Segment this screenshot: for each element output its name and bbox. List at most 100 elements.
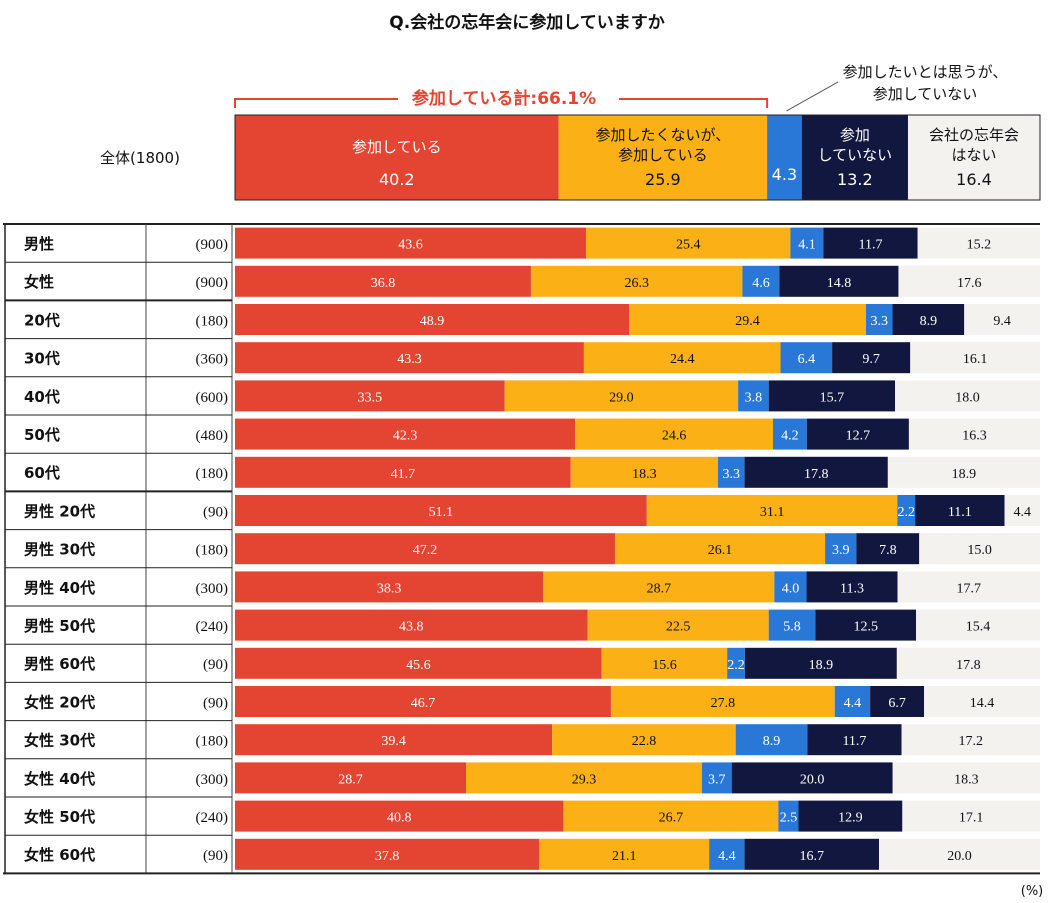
overall-segment-label-reluctant: 参加したくないが、: [596, 126, 731, 144]
bar-segment-not_participate: [731, 762, 893, 794]
table-row: 男性 60代 (90) 45.6 15.6 2.2 18.9 17.8: [5, 643, 1040, 679]
overall-bar: 参加している 40.2 参加したくないが、参加している 25.9 4.3 参加していない 1…: [234, 114, 1041, 201]
row-sample-size: (900): [196, 275, 229, 291]
bar-value-reluctant: 29.3: [572, 772, 597, 787]
bar-segment-want_but_not: [701, 762, 732, 794]
bar-segment-reluctant: [466, 762, 702, 794]
chart-title: Q.会社の忘年会に参加していますか: [389, 12, 664, 33]
overall-segment-reluctant: [558, 115, 768, 200]
overall-value-want_but_not: 4.3: [772, 165, 797, 184]
bar-segment-participate: [235, 304, 630, 335]
row-label: 女性 50代: [24, 808, 95, 826]
bar-segment-participate: [235, 571, 544, 603]
bar-segment-not_participate: [892, 304, 965, 335]
row-label: 男性 30代: [24, 541, 95, 559]
bar-value-want_but_not: 5.8: [783, 620, 801, 635]
bar-value-want_but_not: 4.6: [752, 276, 770, 291]
table-row: 女性 50代 (240) 40.8 26.7 2.5 12.9 17.1: [5, 796, 1040, 832]
overall-value-reluctant: 25.9: [645, 170, 681, 189]
bar-value-not_participate: 8.9: [920, 314, 938, 329]
bar-segment-want_but_not: [773, 418, 807, 450]
breakdown-table: 男性 (900) 43.6 25.4 4.1 11.7 15.2 女性 (900) 36.8 26.…: [3, 223, 1040, 875]
bar-value-participate: 43.8: [399, 620, 424, 635]
bar-value-participate: 41.7: [391, 467, 416, 482]
bar-value-participate: 36.8: [371, 276, 396, 291]
row-sample-size: (180): [196, 313, 229, 329]
bar-value-no_party: 17.2: [959, 734, 984, 749]
bar-value-no_party: 17.7: [957, 581, 982, 596]
bar-value-no_party: 17.1: [959, 811, 984, 826]
callout-line: [786, 81, 839, 112]
bar-value-want_but_not: 4.4: [844, 696, 862, 711]
bar-value-not_participate: 12.9: [838, 811, 863, 826]
bar-segment-want_but_not: [825, 533, 857, 565]
bar-value-reluctant: 15.6: [652, 658, 677, 673]
bar-segment-want_but_not: [780, 342, 833, 374]
bar-value-no_party: 18.9: [952, 467, 977, 482]
table-row: 女性 20代 (90) 46.7 27.8 4.4 6.7 14.4: [5, 681, 1040, 717]
table-row: 女性 40代 (300) 28.7 29.3 3.7 20.0 18.3: [5, 758, 1040, 794]
bar-value-want_but_not: 4.2: [781, 429, 799, 444]
bar-segment-participate: [235, 380, 505, 412]
bar-value-participate: 47.2: [413, 543, 438, 558]
bar-segment-reluctant: [539, 838, 710, 870]
row-label: 60代: [24, 464, 60, 482]
row-sample-size: (180): [196, 543, 229, 559]
row-sample-size: (90): [203, 695, 228, 711]
bar-segment-no_party: [887, 456, 1040, 488]
bar-value-want_but_not: 4.0: [782, 581, 800, 596]
bar-value-not_participate: 12.7: [846, 429, 871, 444]
bar-value-not_participate: 20.0: [800, 772, 825, 787]
row-label: 男性: [24, 235, 54, 253]
bar-segment-not_participate: [807, 724, 902, 756]
bar-segment-not_participate: [870, 686, 925, 717]
bar-segment-reluctant: [530, 265, 743, 297]
bar-segment-reluctant: [629, 304, 866, 335]
bar-value-not_participate: 16.7: [800, 849, 825, 864]
overall-section: 参加している 40.2 参加したくないが、参加している 25.9 4.3 参加していない 1…: [100, 63, 1041, 201]
bar-segment-no_party: [910, 342, 1040, 374]
bar-value-reluctant: 26.7: [659, 811, 684, 826]
bar-segment-reluctant: [570, 456, 718, 488]
bar-segment-want_but_not: [768, 609, 816, 641]
bar-segment-not_participate: [768, 380, 896, 412]
total-label: 参加している計:66.1%: [412, 88, 596, 109]
bar-segment-not_participate: [779, 265, 899, 297]
bar-value-no_party: 20.0: [947, 849, 972, 864]
row-label: 女性 60代: [24, 846, 95, 864]
bar-segment-not_participate: [744, 647, 897, 679]
bar-value-want_but_not: 3.3: [723, 467, 741, 482]
bar-segment-reluctant: [504, 380, 739, 412]
bar-value-participate: 48.9: [420, 314, 445, 329]
row-sample-size: (180): [196, 734, 229, 750]
bar-value-want_but_not: 3.9: [832, 543, 850, 558]
bar-value-not_participate: 9.7: [862, 352, 880, 367]
table-row: 男性 30代 (180) 47.2 26.1 3.9 7.8 15.0: [5, 529, 1040, 565]
bar-value-not_participate: 14.8: [827, 276, 852, 291]
row-label: 30代: [24, 350, 60, 368]
bar-value-not_participate: 17.8: [804, 467, 829, 482]
bar-value-reluctant: 28.7: [647, 581, 672, 596]
bar-value-participate: 45.6: [406, 658, 431, 673]
bar-value-no_party: 9.4: [993, 314, 1011, 329]
overall-value-no_party: 16.4: [956, 170, 992, 189]
callout-text: 参加していない: [873, 85, 978, 103]
bar-segment-reluctant: [583, 342, 781, 374]
bar-segment-want_but_not: [709, 838, 745, 870]
bar-segment-no_party: [964, 304, 1040, 335]
bar-value-participate: 46.7: [411, 696, 436, 711]
bar-value-not_participate: 15.7: [820, 390, 845, 405]
bar-value-reluctant: 18.3: [632, 467, 657, 482]
bar-segment-want_but_not: [774, 571, 807, 603]
row-label: 女性: [24, 273, 54, 291]
bar-value-reluctant: 26.3: [624, 276, 649, 291]
bar-segment-no_party: [919, 533, 1040, 565]
bar-value-participate: 43.3: [397, 352, 422, 367]
bar-value-want_but_not: 3.7: [708, 772, 726, 787]
bar-value-not_participate: 11.7: [859, 238, 883, 253]
row-label: 男性 50代: [24, 617, 95, 635]
bar-value-no_party: 18.0: [955, 390, 980, 405]
total-bracket: [234, 98, 769, 108]
callout-text: 参加したいとは思うが、: [843, 63, 1008, 81]
bar-value-want_but_not: 4.4: [718, 849, 736, 864]
